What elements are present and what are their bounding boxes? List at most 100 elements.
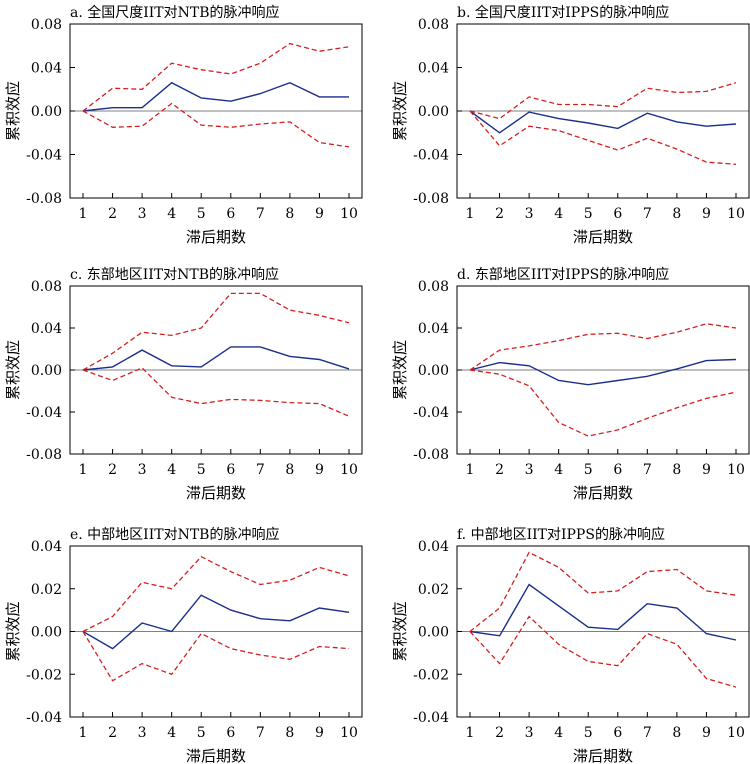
- y-axis-title: 累积效应: [4, 601, 22, 661]
- x-tick-label: 6: [613, 725, 622, 741]
- x-tick-label: 7: [256, 206, 265, 222]
- x-tick-label: 9: [315, 725, 324, 741]
- y-axis-title: 累积效应: [391, 340, 409, 400]
- y-tick-label: 0.08: [418, 279, 449, 295]
- y-tick-label: -0.08: [26, 447, 62, 463]
- x-axis-title: 滞后期数: [186, 228, 246, 246]
- y-tick-label: -0.08: [413, 191, 449, 207]
- x-tick-label: 6: [226, 206, 235, 222]
- y-tick-label: -0.04: [413, 148, 449, 164]
- x-tick-label: 5: [197, 206, 206, 222]
- y-tick-label: -0.02: [413, 667, 449, 683]
- y-tick-label: 0.00: [31, 104, 62, 120]
- y-tick-label: -0.04: [26, 710, 62, 726]
- y-tick-label: -0.04: [26, 148, 62, 164]
- y-tick-label: 0.04: [418, 321, 449, 337]
- y-tick-label: 0.00: [31, 363, 62, 379]
- x-tick-label: 3: [525, 725, 534, 741]
- x-tick-label: 9: [702, 462, 711, 478]
- upper-bound-line: [82, 42, 350, 112]
- panel-title: b. 全国尺度IIT对IPPS的脉冲响应: [457, 4, 669, 21]
- y-tick-label: -0.02: [26, 667, 62, 683]
- panel-d: d. 东部地区IIT对IPPS的脉冲响应 0.08 0.04 0.00 -0.04 -0.…: [391, 266, 750, 502]
- x-tick-label: 7: [256, 462, 265, 478]
- lower-bound-line: [82, 367, 350, 417]
- x-tick-label: 2: [108, 725, 117, 741]
- x-axis-title: 滞后期数: [573, 228, 633, 246]
- x-tick-label: 6: [226, 462, 235, 478]
- x-tick-label: 6: [613, 462, 622, 478]
- lower-bound-line: [82, 102, 350, 148]
- lower-bound-line: [469, 615, 737, 688]
- x-tick-label: 7: [256, 725, 265, 741]
- x-tick-label: 8: [672, 206, 681, 222]
- y-tick-label: 0.08: [31, 17, 62, 33]
- upper-bound-line: [469, 82, 737, 120]
- y-tick-label: 0.00: [418, 363, 449, 379]
- panel-c: c. 东部地区IIT对NTB的脉冲响应 0.08 0.04 0.00 -0.04 -0.0…: [4, 266, 363, 502]
- impulse-response-line: [469, 358, 737, 386]
- x-tick-label: 4: [167, 725, 176, 741]
- y-axis-title: 累积效应: [391, 601, 409, 661]
- impulse-response-line: [82, 81, 349, 112]
- panel-a: a. 全国尺度IIT对NTB的脉冲响应 0.08 0.04 0.00 -0.04 -0.0…: [4, 4, 363, 246]
- x-tick-label: 3: [138, 462, 147, 478]
- y-tick-label: 0.00: [31, 625, 62, 641]
- x-tick-label: 4: [167, 462, 176, 478]
- y-tick-label: -0.04: [26, 405, 62, 421]
- x-axis-title: 滞后期数: [186, 747, 246, 764]
- x-tick-label: 3: [525, 206, 534, 222]
- x-tick-label: 9: [315, 206, 324, 222]
- y-tick-label: -0.08: [26, 191, 62, 207]
- x-tick-label: 7: [643, 206, 652, 222]
- y-tick-label: 0.04: [31, 61, 62, 77]
- x-tick-label: 5: [197, 462, 206, 478]
- lower-bound-line: [82, 631, 350, 682]
- x-tick-label: 10: [727, 462, 745, 478]
- panel-title: d. 东部地区IIT对IPPS的脉冲响应: [457, 266, 669, 283]
- x-tick-label: 8: [672, 462, 681, 478]
- x-tick-label: 8: [285, 206, 294, 222]
- x-tick-label: 5: [584, 462, 593, 478]
- x-tick-label: 6: [613, 206, 622, 222]
- y-tick-label: 0.02: [418, 582, 449, 598]
- x-tick-label: 2: [495, 206, 504, 222]
- x-tick-label: 3: [138, 206, 147, 222]
- lower-bound-line: [469, 369, 737, 437]
- x-tick-label: 1: [79, 462, 88, 478]
- upper-bound-line: [82, 555, 350, 633]
- x-axis-title: 滞后期数: [573, 484, 633, 502]
- x-tick-label: 10: [727, 725, 745, 741]
- x-tick-label: 5: [584, 206, 593, 222]
- panel-f: f. 中部地区IIT对IPPS的脉冲响应 0.04 0.02 0.00 -0.02 -0.…: [391, 526, 750, 764]
- x-axis-title: 滞后期数: [573, 747, 633, 764]
- x-tick-label: 4: [554, 206, 563, 222]
- panel-title: c. 东部地区IIT对NTB的脉冲响应: [70, 266, 279, 283]
- x-tick-label: 10: [340, 462, 358, 478]
- x-tick-label: 1: [466, 462, 475, 478]
- upper-bound-line: [469, 323, 737, 371]
- x-tick-label: 3: [138, 725, 147, 741]
- impulse-response-line: [469, 110, 737, 134]
- panel-title: f. 中部地区IIT对IPPS的脉冲响应: [457, 526, 665, 543]
- x-axis-title: 滞后期数: [186, 484, 246, 502]
- x-tick-label: 7: [643, 462, 652, 478]
- x-tick-label: 8: [285, 462, 294, 478]
- x-tick-label: 2: [108, 206, 117, 222]
- x-tick-label: 10: [340, 725, 358, 741]
- x-tick-label: 4: [554, 462, 563, 478]
- x-tick-label: 2: [108, 462, 117, 478]
- y-axis-title: 累积效应: [4, 340, 22, 400]
- panel-b: b. 全国尺度IIT对IPPS的脉冲响应 0.08 0.04 0.00 -0.04 -0.…: [391, 4, 750, 246]
- impulse-response-line: [82, 346, 350, 371]
- lower-bound-line: [469, 110, 737, 165]
- x-tick-label: 7: [643, 725, 652, 741]
- panel-title: a. 全国尺度IIT对NTB的脉冲响应: [70, 4, 280, 21]
- y-tick-label: -0.04: [413, 405, 449, 421]
- x-tick-label: 4: [167, 206, 176, 222]
- x-tick-label: 4: [554, 725, 563, 741]
- y-tick-label: 0.04: [31, 321, 62, 337]
- x-tick-label: 10: [340, 206, 358, 222]
- x-tick-label: 6: [226, 725, 235, 741]
- y-axis-title: 累积效应: [4, 81, 22, 141]
